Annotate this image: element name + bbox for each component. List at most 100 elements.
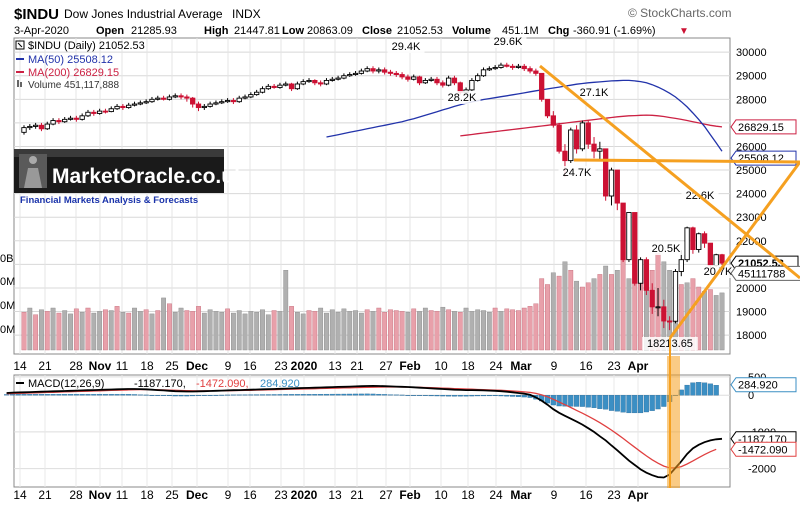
volume-bar [68,313,73,351]
histogram-bar [696,382,702,396]
date-tick-label: 21 [38,488,52,502]
histogram-bar [265,394,271,396]
candle-body [614,169,620,204]
histogram-bar [259,394,266,396]
volume-bars [21,244,725,351]
price-legend-mark [17,42,23,48]
candle-body [701,233,708,244]
volume-bar [713,295,719,351]
candle-body [719,254,725,264]
candle-body [422,79,428,84]
date-tick-label: 9 [551,488,558,502]
histogram-bar [574,395,580,407]
date-tick-label: 9 [551,359,558,373]
open-value: 21285.93 [131,25,177,37]
volume-bar [155,310,161,351]
candle-body [544,98,551,117]
candle-body [166,96,173,100]
candle-body [603,148,609,197]
candle-body [172,95,178,98]
volume-bar [230,312,236,351]
date-tick-label: 9 [225,359,232,373]
trendline-resistance [573,158,800,164]
volume-bar [707,289,713,351]
annotation-label: 28.2K [448,92,477,104]
candle-body [358,70,365,74]
histogram-bar [73,394,79,396]
volume-bar [50,307,56,351]
histogram-bar [422,395,428,396]
volume-bar [411,308,417,351]
histogram-bar [161,395,167,396]
volume-bar [353,310,358,351]
volume-bar [463,307,469,351]
volume-bar [719,292,725,351]
date-tick-label: Dec [186,488,208,502]
date-tick-label: 16 [579,359,593,373]
candle-body [341,75,347,79]
volume-bar [545,284,550,351]
histogram-bar [463,395,469,397]
candle-body [608,169,615,197]
date-tick-label: 25 [165,488,179,502]
date-tick-label: 28 [69,359,83,373]
volume-bar [44,311,50,351]
volume-bar [91,312,97,351]
histogram-bar [230,394,236,396]
candle-body [550,115,556,126]
histogram-bar [306,394,312,396]
candle-body [259,88,266,93]
histogram-bar [283,394,289,396]
volume-bar [603,265,609,351]
candle-body [713,254,719,267]
candle-body [213,102,219,105]
candle-body [533,70,539,74]
candle-body [288,83,295,90]
histogram-bar [387,394,393,396]
macd-histogram [4,382,719,414]
price-axis: 1800019000200002100022000230002400025000… [736,47,767,342]
candle-body [504,64,510,67]
volume-bar [486,312,492,351]
low-label: Low [282,25,304,37]
candle-body [661,306,667,322]
macd-legend-label: MACD(12,26,9) [28,378,104,390]
volume-bar [137,311,143,351]
candle-body [32,124,39,127]
candle-body [428,78,434,81]
candle-body [62,118,68,123]
histogram-bar [707,383,713,396]
histogram-bar [393,394,399,396]
volume-bar [271,310,277,351]
histogram-bar [690,382,696,396]
histogram-bar [85,394,91,396]
volume-bar [510,309,515,351]
annotation-label: 29.6K [494,36,523,48]
candle-body [515,65,522,68]
histogram-bar [300,394,306,396]
histogram-bar [97,394,103,396]
volume-value: 451.1M [502,25,539,37]
volume-bar [242,313,248,351]
volume-bar [358,312,364,351]
volume-bar [550,272,556,351]
candle-body [73,117,80,120]
candle-body [184,96,190,99]
volume-bar [126,312,132,351]
volume-bar [516,310,521,351]
histogram-bar [597,395,603,409]
volume-bar [376,307,382,351]
histogram-bar [184,395,190,397]
volume-bar [108,310,114,351]
legend-price: $INDU (Daily) 21052.53 [28,40,145,52]
histogram-bar [213,394,219,396]
volume-bar [178,307,184,351]
candle-body [411,76,417,80]
candle-body [91,111,97,114]
candle-body [509,65,516,68]
candle-body [131,103,138,106]
histogram-bar [190,395,196,397]
histogram-bar [312,394,318,396]
date-tick-label: 2020 [291,359,318,373]
macd-tag-box [730,441,797,457]
